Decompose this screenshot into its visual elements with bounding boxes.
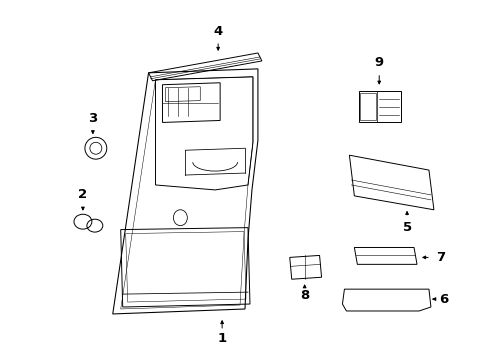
Text: 1: 1	[217, 332, 226, 345]
Text: 9: 9	[374, 57, 383, 69]
Text: 2: 2	[78, 188, 87, 201]
Text: 5: 5	[402, 221, 411, 234]
Text: 8: 8	[300, 289, 308, 302]
Text: 4: 4	[213, 24, 223, 38]
Text: 3: 3	[88, 112, 97, 125]
Text: 7: 7	[435, 251, 445, 264]
Text: 6: 6	[438, 293, 447, 306]
